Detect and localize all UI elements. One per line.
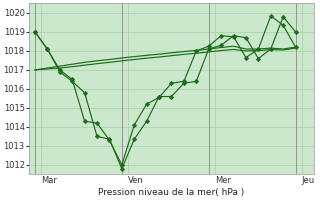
X-axis label: Pression niveau de la mer( hPa ): Pression niveau de la mer( hPa ): [98, 188, 244, 197]
